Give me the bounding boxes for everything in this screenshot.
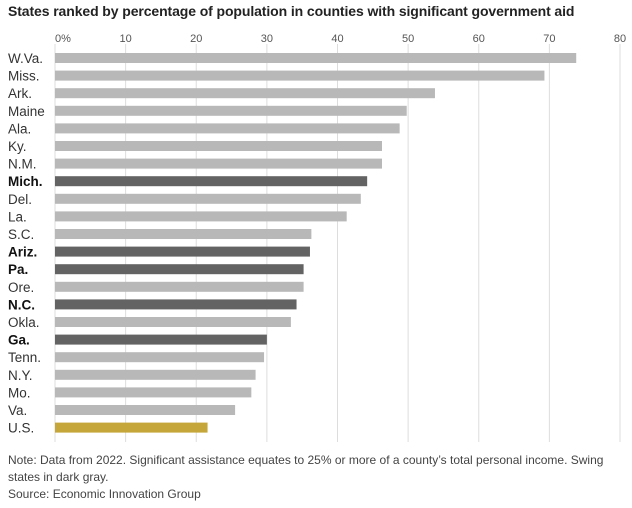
x-tick-label: 40 [331,33,343,45]
category-label: Maine [8,104,45,119]
bar-la [55,211,347,222]
x-tick-label: 60 [473,33,485,45]
x-tick-label: 0% [55,33,71,45]
x-tick-label: 80 [614,33,626,45]
category-label: Va. [8,403,27,418]
x-tick-label: 20 [190,33,202,45]
chart-source: Source: Economic Innovation Group [8,487,201,501]
x-tick-label: 30 [261,33,273,45]
category-label: S.C. [8,227,34,242]
category-label: Del. [8,192,32,207]
x-tick-label: 50 [402,33,414,45]
bar-ariz [55,246,310,257]
bar-w-va [55,53,577,63]
bar-n-m [55,158,382,169]
bar-ore [55,281,304,292]
category-label: Ky. [8,139,27,154]
bar-ark [55,88,435,99]
chart-note: Note: Data from 2022. Significant assist… [8,453,604,484]
category-label: Pa. [8,262,28,277]
category-label: Ark. [8,86,32,101]
bar-s-c [55,229,312,239]
bar-n-c [55,299,297,310]
grid-lines [54,44,621,442]
category-label: Ore. [8,280,34,295]
bar-n-y [55,369,256,380]
category-label: Okla. [8,315,40,330]
x-axis-ticks: 0% 10 20 30 40 50 60 70 80 [55,33,626,45]
bar-chart: 0% 10 20 30 40 50 60 70 80 W.Va. Miss. Ark. Maine Al… [8,33,626,442]
category-label: Ariz. [8,245,37,260]
category-label: Ga. [8,333,30,348]
bar-mo [55,387,252,398]
category-label: La. [8,209,27,224]
category-label: Mo. [8,385,31,400]
bar-miss [55,70,545,81]
category-label: Mich. [8,174,43,189]
bar-ala [55,123,400,134]
bars [55,53,577,433]
category-label: N.C. [8,297,35,312]
bar-u-s [55,422,208,433]
bar-ky [55,141,382,151]
bar-va [55,405,236,415]
x-tick-label: 10 [120,33,132,45]
category-label: W.Va. [8,51,43,66]
category-label: N.M. [8,157,37,172]
category-label: Ala. [8,121,31,136]
x-tick-label: 70 [543,33,555,45]
bar-tenn [55,352,265,363]
bar-maine [55,105,407,116]
bar-del [55,193,361,204]
chart-title: States ranked by percentage of populatio… [8,3,575,19]
category-label: U.S. [8,421,34,436]
bar-ga [55,334,267,345]
bar-okla [55,317,291,327]
category-label: Miss. [8,69,40,84]
bar-mich [55,176,368,187]
category-labels: W.Va. Miss. Ark. Maine Ala. Ky. N.M. Mich. Del. L… [8,51,45,436]
category-label: N.Y. [8,368,33,383]
category-label: Tenn. [8,350,41,365]
bar-pa [55,264,304,275]
